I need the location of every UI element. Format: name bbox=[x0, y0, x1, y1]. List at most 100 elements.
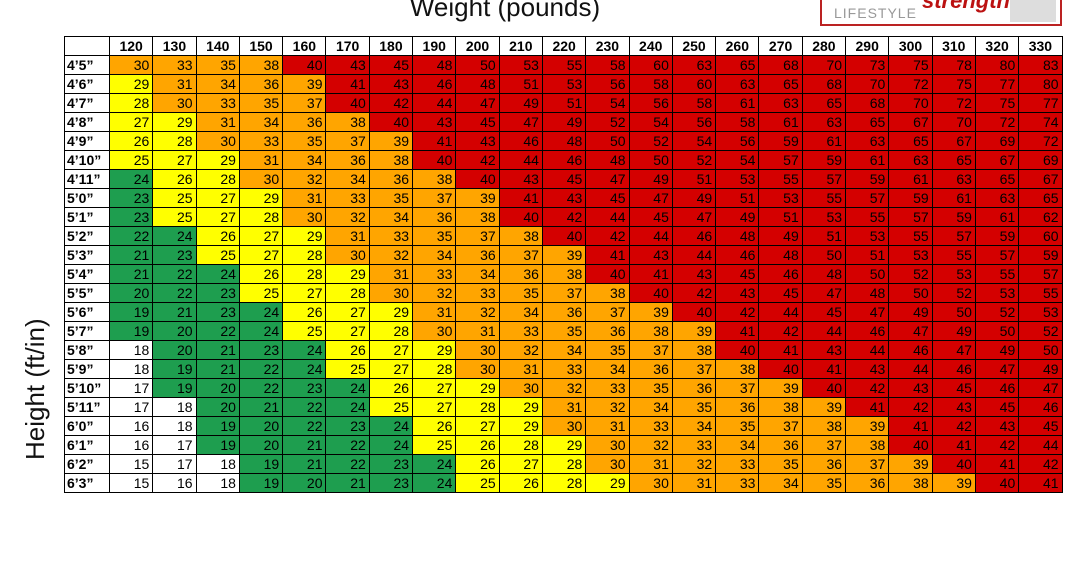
bmi-cell: 21 bbox=[195, 359, 240, 379]
bmi-cell: 31 bbox=[282, 188, 327, 208]
bmi-cell: 49 bbox=[931, 321, 976, 341]
bmi-cell: 38 bbox=[498, 226, 543, 246]
bmi-cell: 43 bbox=[412, 112, 457, 132]
bmi-cell: 55 bbox=[888, 226, 933, 246]
bmi-cell: 44 bbox=[888, 359, 933, 379]
bmi-cell: 36 bbox=[845, 473, 890, 493]
bmi-cell: 65 bbox=[845, 112, 890, 132]
bmi-cell: 43 bbox=[455, 131, 500, 151]
bmi-cell: 50 bbox=[628, 150, 673, 170]
bmi-cell: 39 bbox=[931, 473, 976, 493]
bmi-cell: 44 bbox=[1018, 435, 1063, 455]
weight-header: 320 bbox=[974, 36, 1020, 56]
bmi-cell: 31 bbox=[325, 226, 370, 246]
bmi-cell: 50 bbox=[845, 264, 890, 284]
bmi-cell: 21 bbox=[238, 397, 284, 417]
bmi-cell: 68 bbox=[845, 93, 890, 113]
bmi-cell: 18 bbox=[108, 340, 154, 360]
bmi-cell: 59 bbox=[801, 150, 847, 170]
bmi-cell: 39 bbox=[845, 416, 890, 436]
bmi-cell: 61 bbox=[845, 150, 890, 170]
bmi-cell: 40 bbox=[671, 302, 717, 322]
bmi-cell: 21 bbox=[108, 264, 154, 284]
height-label: 4’7” bbox=[64, 93, 110, 113]
bmi-cell: 43 bbox=[368, 74, 414, 94]
bmi-cell: 43 bbox=[845, 359, 890, 379]
bmi-cell: 22 bbox=[282, 397, 327, 417]
bmi-cell: 26 bbox=[195, 226, 240, 246]
table-row: 5’4” 21 22 24 26 28 29 31 33 34 36 38 40 41 43 45 46 48 50… bbox=[64, 264, 1063, 284]
bmi-cell: 63 bbox=[801, 112, 847, 132]
bmi-cell: 41 bbox=[715, 321, 760, 341]
bmi-cell: 42 bbox=[845, 378, 890, 398]
bmi-cell: 52 bbox=[585, 112, 630, 132]
bmi-cell: 36 bbox=[541, 302, 587, 322]
weight-header: 330 bbox=[1018, 36, 1063, 56]
bmi-cell: 33 bbox=[412, 264, 457, 284]
bmi-cell: 69 bbox=[974, 131, 1020, 151]
bmi-cell: 63 bbox=[888, 150, 933, 170]
bmi-cell: 51 bbox=[715, 188, 760, 208]
bmi-cell: 65 bbox=[715, 55, 760, 75]
bmi-cell: 43 bbox=[974, 416, 1020, 436]
bmi-cell: 35 bbox=[628, 378, 673, 398]
bmi-cell: 33 bbox=[585, 378, 630, 398]
weight-header: 140 bbox=[195, 36, 240, 56]
bmi-cell: 27 bbox=[238, 245, 284, 265]
bmi-cell: 27 bbox=[368, 359, 414, 379]
table-row: 5’8” 18 20 21 23 24 26 27 29 30 32 34 35 37 38 40 41 43 44… bbox=[64, 340, 1063, 360]
bmi-cell: 39 bbox=[282, 74, 327, 94]
bmi-cell: 20 bbox=[238, 416, 284, 436]
logo-subtitle: LIFESTYLE bbox=[834, 5, 917, 21]
bmi-cell: 24 bbox=[368, 416, 414, 436]
bmi-cell: 59 bbox=[1018, 245, 1063, 265]
bmi-cell: 54 bbox=[585, 93, 630, 113]
bmi-cell: 23 bbox=[195, 302, 240, 322]
bmi-cell: 31 bbox=[195, 112, 240, 132]
bmi-cell: 55 bbox=[931, 245, 976, 265]
bmi-cell: 44 bbox=[758, 302, 803, 322]
bmi-cell: 42 bbox=[541, 207, 587, 227]
bmi-cell: 26 bbox=[412, 416, 457, 436]
weight-header: 130 bbox=[152, 36, 197, 56]
bmi-cell: 63 bbox=[845, 131, 890, 151]
bmi-cell: 22 bbox=[195, 321, 240, 341]
bmi-cell: 32 bbox=[671, 454, 717, 474]
bmi-cell: 27 bbox=[195, 188, 240, 208]
bmi-cell: 32 bbox=[325, 207, 370, 227]
bmi-cell: 47 bbox=[671, 207, 717, 227]
bmi-cell: 34 bbox=[628, 397, 673, 417]
height-label: 5’10” bbox=[64, 378, 110, 398]
bmi-cell: 46 bbox=[541, 150, 587, 170]
weight-header: 280 bbox=[801, 36, 847, 56]
bmi-cell: 20 bbox=[282, 473, 327, 493]
bmi-cell: 28 bbox=[541, 454, 587, 474]
bmi-cell: 16 bbox=[108, 416, 154, 436]
bmi-cell: 52 bbox=[671, 150, 717, 170]
bmi-cell: 23 bbox=[325, 416, 370, 436]
bmi-cell: 28 bbox=[541, 473, 587, 493]
table-row: 5’6” 19 21 23 24 26 27 29 31 32 34 36 37 39 40 42 44 45 47… bbox=[64, 302, 1063, 322]
bmi-cell: 17 bbox=[152, 454, 197, 474]
bmi-cell: 40 bbox=[585, 264, 630, 284]
height-label: 4’8” bbox=[64, 112, 110, 132]
bmi-cell: 53 bbox=[974, 283, 1020, 303]
bmi-cell: 67 bbox=[1018, 169, 1063, 189]
bmi-cell: 38 bbox=[455, 207, 500, 227]
bmi-cell: 25 bbox=[108, 150, 154, 170]
bmi-cell: 25 bbox=[455, 473, 500, 493]
bmi-cell: 39 bbox=[888, 454, 933, 474]
bmi-cell: 43 bbox=[541, 188, 587, 208]
bmi-cell: 36 bbox=[715, 397, 760, 417]
bmi-cell: 56 bbox=[715, 131, 760, 151]
bmi-cell: 20 bbox=[238, 435, 284, 455]
bmi-cell: 31 bbox=[455, 321, 500, 341]
bmi-cell: 26 bbox=[498, 473, 543, 493]
bmi-cell: 53 bbox=[498, 55, 543, 75]
bmi-cell: 21 bbox=[152, 302, 197, 322]
bmi-cell: 24 bbox=[108, 169, 154, 189]
corner-cell bbox=[64, 36, 110, 56]
bmi-cell: 29 bbox=[541, 435, 587, 455]
bmi-cell: 30 bbox=[195, 131, 240, 151]
bmi-cell: 33 bbox=[195, 93, 240, 113]
